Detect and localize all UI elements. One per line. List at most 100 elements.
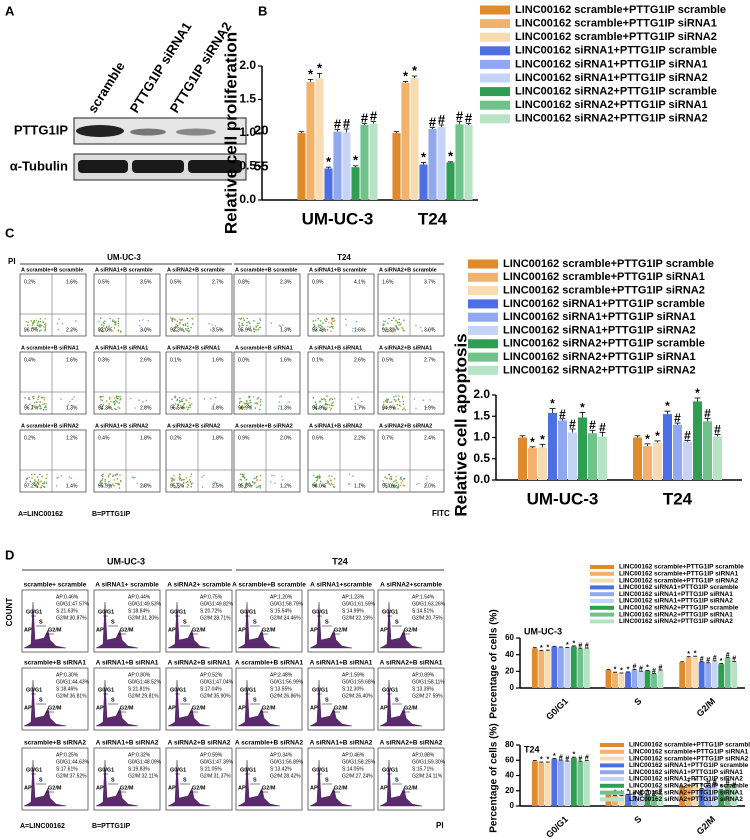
- event-dot: [329, 409, 332, 411]
- event-dot: [178, 400, 181, 402]
- bar: [625, 672, 631, 688]
- quadrant-value: 0.3%: [98, 357, 110, 363]
- event-dot: [147, 319, 150, 322]
- bar: [428, 128, 437, 200]
- y-tick-label: 1.0: [473, 430, 490, 444]
- event-dot: [120, 398, 122, 400]
- event-dot: [238, 325, 241, 327]
- event-dot: [45, 477, 48, 480]
- event-dot: [239, 473, 242, 475]
- event-dot: [246, 317, 249, 320]
- plot-title: A siRNA1+B siRNA1: [95, 345, 148, 351]
- panel-label: D: [5, 547, 14, 562]
- y-tick-label: 60: [505, 633, 514, 642]
- event-dot: [252, 481, 254, 484]
- event-dot: [203, 398, 206, 400]
- legend-swatch: [480, 5, 510, 15]
- event-dot: [394, 400, 397, 403]
- legend-swatch: [600, 743, 624, 747]
- peak-label: S: [395, 697, 399, 703]
- event-dot: [254, 407, 257, 409]
- legend-swatch: [468, 259, 498, 269]
- peak-label: G0/G1: [240, 767, 256, 773]
- y-axis-label: Relative cell proliferation: [221, 32, 240, 234]
- event-dot: [191, 482, 193, 485]
- bar: [633, 437, 642, 480]
- bar: [570, 646, 577, 688]
- plot-title: A scramble+B siRNA2: [235, 423, 293, 429]
- event-dot: [332, 327, 334, 330]
- event-dot: [392, 407, 395, 410]
- quadrant-value: 0.5%: [170, 279, 182, 285]
- event-dot: [176, 326, 178, 328]
- event-dot: [260, 398, 262, 401]
- event-dot: [349, 483, 351, 485]
- legend-swatch: [480, 100, 510, 110]
- bar: [446, 162, 455, 200]
- event-dot: [388, 317, 390, 320]
- legend-label: LINC00162 siRNA1+PTTG1IP siRNA1: [515, 58, 708, 70]
- legend-swatch: [480, 114, 510, 124]
- event-dot: [393, 486, 395, 489]
- significance-mark: *: [687, 779, 690, 786]
- event-dot: [102, 321, 105, 324]
- event-dot: [356, 328, 359, 331]
- event-dot: [186, 325, 189, 328]
- legend-label: LINC00162 siRNA2+PTTG1IP siRNA1: [629, 789, 743, 796]
- plot-title: A siRNA1+B scramble: [309, 267, 367, 273]
- event-dot: [383, 405, 385, 408]
- event-dot: [106, 329, 109, 332]
- event-dot: [189, 397, 191, 400]
- event-dot: [186, 329, 188, 332]
- legend-swatch: [590, 605, 614, 610]
- plot-title: A scramble+B scramble: [235, 267, 297, 273]
- significance-mark: #: [659, 664, 663, 671]
- plot-frame: [19, 273, 87, 337]
- event-dot: [40, 324, 43, 327]
- event-dot: [119, 395, 121, 398]
- event-dot: [319, 320, 322, 322]
- event-dot: [111, 483, 114, 485]
- event-dot: [330, 325, 333, 328]
- event-dot: [249, 405, 251, 408]
- group-header: UM-UC-3: [107, 253, 141, 262]
- event-dot: [192, 323, 194, 325]
- cycle-stat: S:18.84%: [128, 608, 150, 614]
- blot-band: [132, 160, 184, 173]
- event-dot: [113, 327, 116, 329]
- event-dot: [45, 402, 47, 405]
- significance-mark: #: [334, 117, 342, 132]
- event-dot: [400, 476, 402, 479]
- peak-label: G2/M: [192, 785, 206, 791]
- histogram: [167, 679, 211, 727]
- event-dot: [312, 320, 314, 322]
- event-dot: [324, 402, 327, 404]
- event-dot: [45, 404, 47, 407]
- event-dot: [192, 318, 194, 320]
- blot-band: [130, 128, 166, 136]
- plot-title: A scramble+B siRNA1: [235, 345, 293, 351]
- event-dot: [99, 482, 102, 484]
- axis-label: PI: [436, 821, 444, 830]
- quadrant-value: 2.6%: [354, 357, 366, 363]
- event-dot: [317, 317, 320, 320]
- cycle-stat: AP:0.46%: [56, 594, 79, 600]
- significance-mark: *: [646, 665, 649, 672]
- peak-label: G2/M: [48, 627, 62, 633]
- event-dot: [32, 395, 35, 398]
- event-dot: [248, 402, 250, 404]
- event-dot: [253, 483, 256, 485]
- bar: [731, 661, 738, 688]
- event-dot: [240, 406, 243, 409]
- significance-mark: *: [540, 645, 543, 652]
- event-dot: [202, 474, 205, 477]
- event-dot: [45, 482, 48, 484]
- event-dot: [256, 322, 259, 325]
- event-dot: [188, 401, 190, 404]
- blot-band: [188, 160, 242, 173]
- event-dot: [115, 399, 117, 402]
- significance-mark: #: [633, 664, 637, 671]
- event-dot: [246, 400, 248, 403]
- bar: [651, 673, 657, 688]
- event-dot: [186, 481, 189, 483]
